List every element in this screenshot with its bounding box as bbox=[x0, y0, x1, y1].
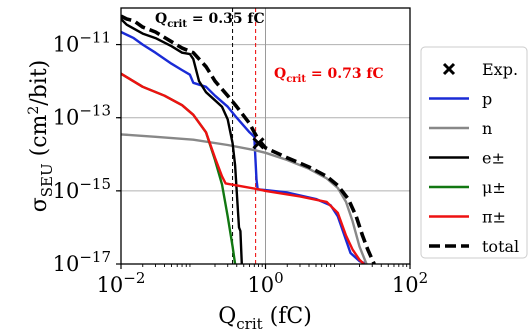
tick-layer: 10−2 100 102 10−11 10−13 10−15 10−17 bbox=[53, 29, 429, 297]
legend-label-3: e± bbox=[482, 149, 505, 168]
x-tick-label-2: 102 bbox=[392, 269, 428, 297]
qcrit-black-label: Qcrit = 0.35 fC bbox=[155, 11, 265, 30]
y-tick-label-3: 10−17 bbox=[53, 248, 111, 276]
x-axis-title: Qcrit (fC) bbox=[218, 304, 312, 332]
x-tick-label-1: 100 bbox=[247, 269, 283, 297]
legend-swatch-exp bbox=[442, 62, 456, 76]
y-tick-label-0: 10−11 bbox=[53, 29, 111, 57]
legend-item-0: Exp. bbox=[442, 60, 518, 79]
series-layer bbox=[121, 14, 376, 264]
legend-item-6: total bbox=[429, 237, 519, 256]
annotation-layer: Qcrit = 0.35 fC Qcrit = 0.73 fC bbox=[155, 11, 384, 85]
qcrit-red-label: Qcrit = 0.73 fC bbox=[274, 66, 384, 85]
y-tick-label-2: 10−15 bbox=[53, 175, 111, 203]
legend-label-2: n bbox=[482, 119, 492, 138]
legend: Exp. pn e± μ± π± total bbox=[420, 46, 528, 259]
legend-item-4: μ± bbox=[429, 178, 506, 197]
y-axis-title: σSEU (cm2/bit) bbox=[26, 60, 56, 213]
legend-item-1: p bbox=[429, 90, 492, 109]
legend-label-1: p bbox=[482, 90, 492, 109]
series-line-n bbox=[121, 133, 368, 264]
legend-item-5: π± bbox=[429, 208, 506, 227]
legend-box bbox=[420, 46, 528, 259]
y-tick-label-1: 10−13 bbox=[53, 102, 111, 130]
x-tick-label-0: 10−2 bbox=[97, 269, 146, 297]
legend-label-4: μ± bbox=[482, 178, 506, 197]
legend-label-5: π± bbox=[482, 208, 506, 227]
series-line-π± bbox=[121, 72, 365, 264]
legend-item-3: e± bbox=[429, 149, 505, 168]
legend-label-0: Exp. bbox=[482, 60, 518, 79]
grid-lines bbox=[121, 8, 410, 265]
legend-item-2: n bbox=[429, 119, 492, 138]
series-line-total bbox=[121, 14, 376, 264]
marker-exp-shape bbox=[252, 137, 265, 150]
marker-exp bbox=[252, 137, 265, 150]
legend-label-6: total bbox=[482, 237, 519, 256]
series-line-e± bbox=[121, 18, 243, 264]
